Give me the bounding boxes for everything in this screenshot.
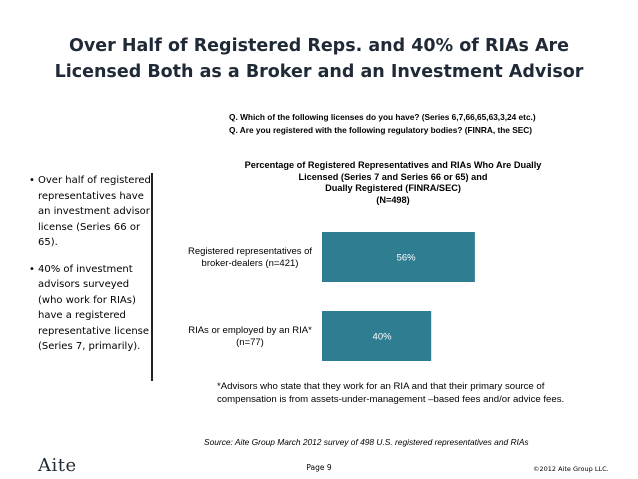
key-finding-text: Over half of registered representatives … bbox=[38, 175, 151, 248]
chart-footnote: *Advisors who state that they work for a… bbox=[217, 381, 565, 405]
slide-title-line-1: Over Half of Registered Reps. and 40% of… bbox=[68, 36, 570, 56]
category-label: Registered representatives of bbox=[188, 246, 312, 257]
chart-title-line: Licensed (Series 7 and Series 66 or 65) … bbox=[298, 171, 488, 182]
key-findings-list: • Over half of registered representative… bbox=[27, 173, 153, 381]
key-finding-item: • 40% of investment advisors surveyed (w… bbox=[29, 262, 151, 355]
key-finding-item: • Over half of registered representative… bbox=[29, 173, 151, 251]
category-label: (n=77) bbox=[236, 337, 264, 348]
bar-value-label: 40% bbox=[373, 332, 393, 343]
survey-questions: Q. Which of the following licenses do yo… bbox=[229, 111, 579, 137]
chart-title-line: Dually Registered (FINRA/SEC) bbox=[325, 183, 461, 193]
bars-layer: 56% Registered representatives ofbroker-d… bbox=[188, 232, 475, 361]
bar-2 bbox=[322, 311, 432, 361]
chart-title-line: Percentage of Registered Representatives… bbox=[244, 160, 542, 170]
source-note: Source: Aite Group March 2012 survey of … bbox=[204, 437, 529, 447]
page-number: Page 9 bbox=[306, 463, 332, 472]
copyright-notice: ©2012 Aite Group LLC. bbox=[533, 465, 609, 473]
bar-1 bbox=[322, 232, 475, 282]
slide-title: Over Half of Registered Reps. and 40% of… bbox=[0, 33, 638, 85]
bullet-marker: • bbox=[29, 175, 35, 186]
bar-value-label: 56% bbox=[397, 253, 417, 264]
survey-question-1: Q. Which of the following licenses do yo… bbox=[229, 112, 536, 122]
survey-question-2: Q. Are you registered with the following… bbox=[229, 125, 533, 135]
aite-logo: Aite bbox=[38, 455, 77, 476]
key-finding-text: 40% of investment advisors surveyed (who… bbox=[38, 263, 150, 353]
slide-title-line-2: Licensed Both as a Broker and an Investm… bbox=[54, 62, 584, 82]
category-label: broker-dealers (n=421) bbox=[202, 258, 299, 269]
bullet-marker: • bbox=[29, 263, 35, 275]
chart-title-line: (N=498) bbox=[376, 194, 410, 205]
chart-title: Percentage of Registered Representatives… bbox=[214, 160, 572, 206]
category-label: RIAs or employed by an RIA* bbox=[188, 325, 312, 336]
